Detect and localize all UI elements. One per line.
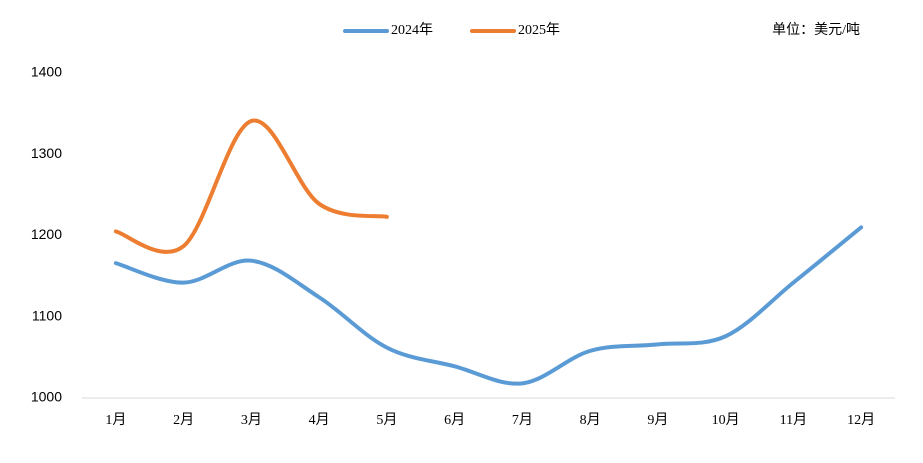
x-tick-label: 4月 xyxy=(309,412,330,428)
y-tick-label: 1400 xyxy=(31,64,62,80)
line-series xyxy=(113,118,389,254)
x-tick-label: 10月 xyxy=(712,412,740,428)
y-tick-label: 1200 xyxy=(31,226,62,242)
x-tick-label: 9月 xyxy=(647,412,668,428)
x-tick-label: 12月 xyxy=(847,412,875,428)
x-tick-label: 3月 xyxy=(241,412,262,428)
x-tick-label: 5月 xyxy=(376,412,397,428)
x-tick-label: 2月 xyxy=(173,412,194,428)
x-tick-label: 6月 xyxy=(444,412,465,428)
line-series xyxy=(113,225,864,386)
x-tick-label: 11月 xyxy=(780,412,807,428)
x-tick-label: 7月 xyxy=(512,412,533,428)
x-tick-label: 8月 xyxy=(580,412,601,428)
legend-label: 2024年 xyxy=(391,22,433,38)
y-tick-label: 1000 xyxy=(31,389,62,405)
legend-label: 2025年 xyxy=(518,22,560,38)
unit-label: 单位：美元/吨 xyxy=(772,22,860,38)
y-tick-label: 1300 xyxy=(31,145,62,161)
y-tick-label: 1100 xyxy=(32,307,62,323)
x-tick-label: 1月 xyxy=(105,412,126,428)
